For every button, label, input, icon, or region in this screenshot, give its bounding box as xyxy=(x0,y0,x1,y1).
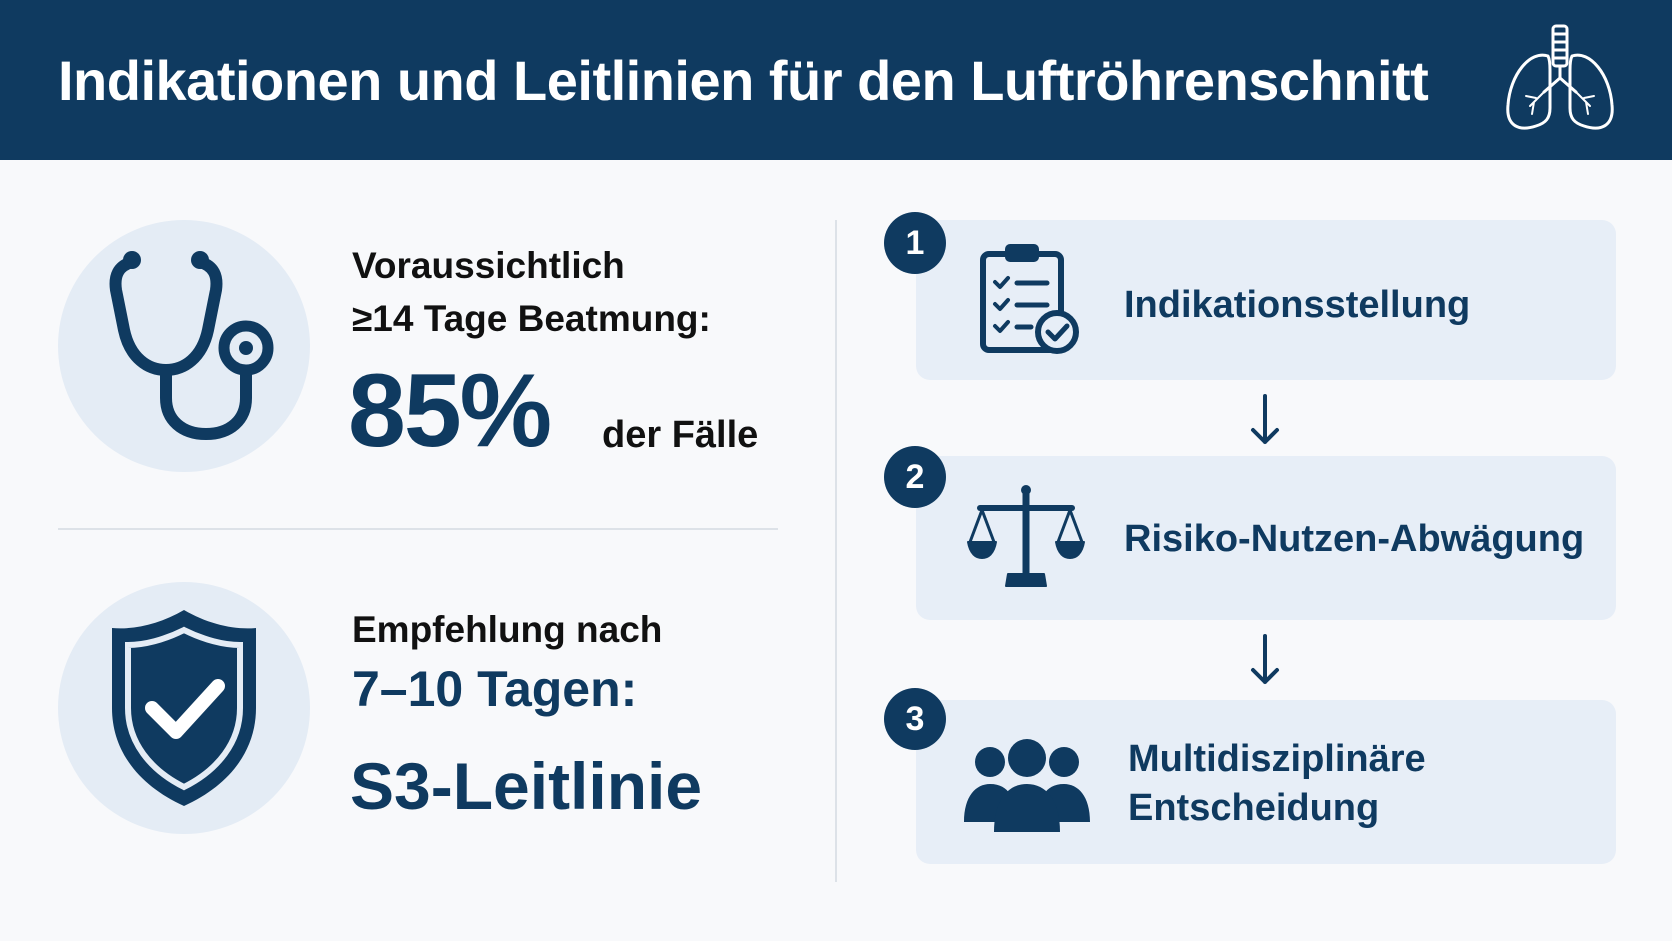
stat2-value: S3-Leitlinie xyxy=(350,749,703,823)
stat2-label-line1: Empfehlung nach xyxy=(352,609,663,650)
stat2-label-line2: 7–10 Tagen: xyxy=(352,661,638,717)
stethoscope-icon xyxy=(109,251,274,440)
arrow-down-icon xyxy=(1251,634,1279,684)
lungs-icon xyxy=(1506,24,1614,130)
step-3-panel xyxy=(916,700,1616,864)
column-divider xyxy=(835,220,837,882)
stat1-label-line2: ≥14 Tage Beatmung: xyxy=(352,298,711,339)
shield-circle xyxy=(58,582,310,834)
stethoscope-circle xyxy=(58,220,310,472)
page-title: Indikationen und Leitlinien für den Luft… xyxy=(58,49,1429,112)
clipboard-checklist-icon xyxy=(980,244,1079,354)
step-3-number: 3 xyxy=(884,688,946,750)
header-banner: Indikationen und Leitlinien für den Luft… xyxy=(0,0,1672,160)
step-2-panel xyxy=(916,456,1616,620)
scales-icon xyxy=(967,485,1085,587)
group-icon xyxy=(964,739,1090,832)
stat1-suffix: der Fälle xyxy=(602,414,759,456)
step-1-label: Indikationsstellung xyxy=(1124,284,1471,326)
stat1-value: 85% xyxy=(348,353,552,469)
step-2-number: 2 xyxy=(884,446,946,508)
step-2-label: Risiko-Nutzen-Abwägung xyxy=(1124,518,1585,560)
section-divider xyxy=(58,528,778,530)
step-3-label-line1: Multidisziplinäre xyxy=(1128,738,1426,780)
step-1-number: 1 xyxy=(884,212,946,274)
shield-check-icon xyxy=(112,610,256,806)
step-3-label-line2: Entscheidung xyxy=(1128,787,1380,829)
arrow-down-icon xyxy=(1251,394,1279,444)
stat1-label-line1: Voraussichtlich xyxy=(352,245,625,286)
